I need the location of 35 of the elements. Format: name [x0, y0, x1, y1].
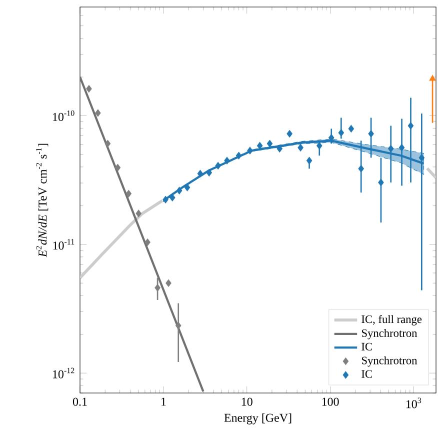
point [286, 130, 292, 138]
x-tick-label: 1 [161, 398, 166, 406]
y-tick-label: 10$^{-12}$ [53, 368, 74, 378]
point [378, 178, 384, 186]
y-tick-label: 10$^{-11}$ [53, 239, 74, 250]
point [206, 168, 212, 176]
point [348, 124, 354, 132]
legend-label: IC [362, 342, 372, 350]
point [266, 140, 273, 148]
point [256, 142, 263, 150]
point [368, 130, 374, 138]
legend-label: IC [362, 370, 372, 378]
legend-label: Synchrotron [362, 356, 418, 367]
point [408, 122, 414, 130]
y-tick-label: 10$^{-10}$ [53, 110, 74, 122]
point [276, 144, 282, 152]
y-axis-title: E$^{2}$dN/dE [TeV cm$^{-2}$ s$^{-1}$] [36, 144, 48, 258]
point [398, 144, 405, 152]
point [236, 152, 242, 160]
point [247, 146, 253, 154]
point [418, 154, 425, 162]
x-tick-label: 10 [242, 398, 252, 406]
point [176, 186, 182, 194]
point [338, 128, 344, 136]
legend-label: IC, full range [362, 314, 422, 326]
point [306, 156, 312, 164]
x-tick-label: 0.1 [72, 398, 87, 406]
point [298, 144, 304, 152]
x-tick-label: 100 [322, 398, 339, 406]
point [215, 162, 221, 170]
x-axis-title: Energy [GeV] [224, 413, 292, 424]
point [388, 144, 394, 152]
point [358, 164, 364, 172]
legend-label: Synchrotron [362, 328, 418, 340]
x-tick-label: 10$^{3}$ [406, 398, 422, 408]
